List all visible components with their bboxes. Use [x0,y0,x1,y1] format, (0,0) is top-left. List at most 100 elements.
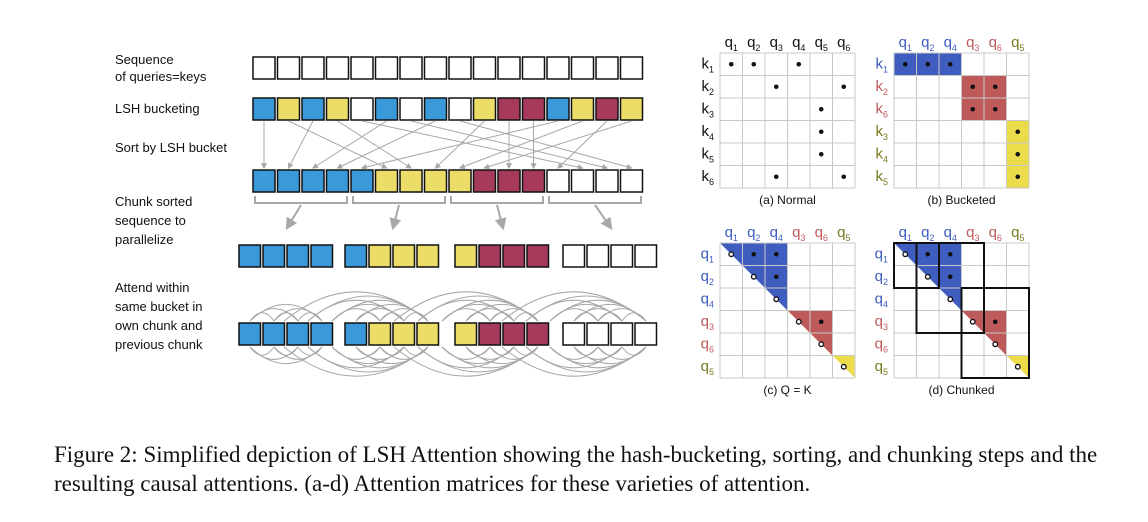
chunk-brace-2 [450,196,544,204]
sorted-box-6 [399,169,423,193]
parallel-chunk-0-box-1 [262,244,286,268]
matrix-b-caption: (b) Bucketed [927,193,995,207]
matrix-d-row-label-1: q2 [875,268,888,287]
sequence-box-6 [399,56,423,80]
matrix-c-dot-0-2 [773,251,779,257]
sort-arrow-1 [288,120,388,169]
matrix-c-open-dot-3-3 [795,318,802,325]
matrix-a-col-label-0: q1 [725,34,738,53]
label-attend-line-0: Attend within [115,280,189,295]
sequence-box-15 [619,56,644,80]
bucketing-box-1 [276,97,301,121]
attend-chunk-1-box-3 [416,322,440,346]
sorted-box-7 [423,169,448,193]
matrix-d-row-label-3: q3 [875,313,888,332]
parallel-chunk-1-box-1 [368,244,392,268]
label-attend-line-2: own chunk and [115,318,202,333]
matrix-c-row-label-3: q3 [701,313,714,332]
matrix-c-open-dot-1-1 [750,273,757,280]
parallel-chunk-0-box-0 [238,244,262,268]
bucketing-box-6 [399,97,423,121]
matrix-b-dot-0-0 [902,61,908,67]
sorted-box-9 [472,169,497,193]
attend-chunk-3-box-2 [610,322,634,346]
matrix-b-row-label-2: k6 [875,100,888,119]
sequence-box-8 [448,56,472,80]
sorted-box-1 [276,169,301,193]
bucketing-box-2 [301,97,325,121]
attend-arc-top-2-3-1 [489,308,539,322]
matrix-a-dot-0-1 [751,61,757,67]
parallel-chunk-0-box-2 [286,244,310,268]
sort-arrow-15 [483,120,632,170]
matrix-b-row-label-3: k3 [875,123,888,142]
attend-chunk-1-box-0 [344,322,368,346]
matrix-b-dot-3-5 [1015,129,1021,135]
bucketing-box-8 [448,97,472,121]
chunk-brace-1 [352,196,446,204]
attend-chunk-0-box-2 [286,322,310,346]
matrix-a-dot-0-3 [796,61,802,67]
bucketing-box-9 [472,97,497,121]
matrix-b-dot-2-3 [970,106,976,112]
matrix-c-dot-0-1 [751,251,757,257]
sequence-box-2 [301,56,325,80]
matrix-a-dot-0-0 [728,61,734,67]
matrix-a-dot-1-2 [773,84,779,90]
sort-arrow-2 [287,120,314,170]
matrix-a: q1 q2 q3 q4 q5 q6 k1 k2 k3 k4 k5 k6 (a) Normal [701,34,856,207]
matrix-b-row-label-4: k4 [875,145,888,164]
sort-arrow-3 [337,120,413,169]
matrix-d-col-label-4: q6 [989,224,1002,243]
matrix-a-col-label-1: q2 [747,34,760,53]
matrix-d-col-label-1: q2 [921,224,934,243]
attend-arc-bottom-3-3-2 [621,346,647,356]
matrix-b: q1 q2 q4 q3 q6 q5 k1 k2 k6 k3 k4 k5 (b) Bucketed [875,34,1030,207]
sequence-box-12 [546,56,570,80]
attend-arc-top-2-3-2 [513,312,539,322]
matrix-d-row-label-2: q4 [875,290,888,309]
matrix-b-col-label-4: q6 [989,34,1002,53]
sequence-box-0 [252,56,276,80]
matrix-a-caption: (a) Normal [759,193,816,207]
parallel-chunk-1-box-2 [392,244,416,268]
attention-matrices-panel: q1 q2 q3 q4 q5 q6 k1 k2 k3 k4 k5 k6 (a) Normal q1 q2 q4… [701,34,1030,397]
parallel-chunk-1-box-3 [416,244,440,268]
attend-arc-bottom-1-3-2 [403,346,429,356]
sequence-box-1 [276,56,301,80]
parallel-chunk-2-box-2 [502,244,526,268]
label-chunk-line-1: sequence to [115,213,186,228]
matrix-d-open-dot-4-4 [992,341,999,348]
matrix-d-col-label-3: q3 [966,224,979,243]
sort-arrow-9 [434,120,485,169]
matrix-d-caption: (d) Chunked [928,383,994,397]
parallel-chunk-3-box-0 [562,244,586,268]
attend-chunk-3-box-3 [634,322,658,346]
matrix-a-dot-1-5 [841,84,847,90]
matrix-b-row-label-0: k1 [875,55,888,74]
matrix-c-caption: (c) Q = K [763,383,811,397]
chunk-arrow-3 [594,204,613,230]
attend-arc-bottom-3-3-1 [597,346,647,360]
attend-arc-top-0-3-1 [273,308,323,322]
matrix-b-col-label-0: q1 [899,34,912,53]
sequence-box-11 [521,56,546,80]
matrix-b-dot-0-1 [925,61,931,67]
parallel-chunk-1-box-0 [344,244,368,268]
sorted-box-4 [350,169,374,193]
matrix-d-chunk-box-2 [960,287,1030,379]
label-lsh-line-0: LSH bucketing [115,101,200,116]
attend-chunk-3-box-1 [586,322,610,346]
parallel-chunk-2-box-1 [478,244,502,268]
label-seq-line-0: Sequence [115,52,174,67]
matrix-c-open-dot-0-0 [728,251,735,258]
attend-arc-bottom-0-3-2 [297,346,323,356]
matrix-c-col-label-4: q6 [815,224,828,243]
matrix-a-row-label-4: k5 [701,145,714,164]
matrix-a-dot-2-4 [818,106,824,112]
attend-chunk-0-box-0 [238,322,262,346]
bucketing-box-13 [570,97,595,121]
sorted-box-3 [325,169,350,193]
matrix-b-dot-1-4 [992,84,998,90]
sorted-box-14 [595,169,619,193]
